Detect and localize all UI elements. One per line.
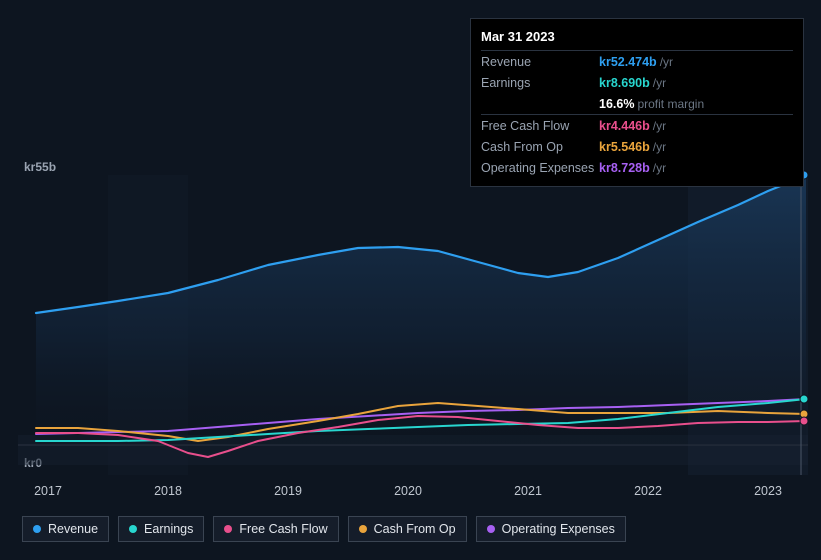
x-axis-label: 2021 xyxy=(514,484,542,498)
tooltip-row-suffix: /yr xyxy=(653,140,666,154)
legend-dot-icon xyxy=(224,525,232,533)
tooltip-row-suffix: /yr xyxy=(653,76,666,90)
x-axis-label: 2018 xyxy=(154,484,182,498)
tooltip-row: Revenuekr52.474b/yr xyxy=(481,51,793,72)
tooltip-row-value: kr4.446b xyxy=(599,119,650,133)
tooltip-row-suffix: /yr xyxy=(653,161,666,175)
chart-legend: Revenue Earnings Free Cash Flow Cash From O… xyxy=(22,516,626,542)
legend-item-earnings[interactable]: Earnings xyxy=(118,516,204,542)
legend-item-operating-expenses[interactable]: Operating Expenses xyxy=(476,516,626,542)
legend-label: Free Cash Flow xyxy=(239,522,327,536)
tooltip-row-label: Free Cash Flow xyxy=(481,119,599,133)
tooltip-row-value: kr8.728b xyxy=(599,161,650,175)
tooltip-row: Cash From Opkr5.546b/yr xyxy=(481,136,793,157)
tooltip-row-value: kr5.546b xyxy=(599,140,650,154)
legend-label: Operating Expenses xyxy=(502,522,615,536)
legend-dot-icon xyxy=(359,525,367,533)
chart-tooltip: Mar 31 2023 Revenuekr52.474b/yrEarningsk… xyxy=(470,18,804,187)
tooltip-row-label: Operating Expenses xyxy=(481,161,599,175)
x-axis-label: 2019 xyxy=(274,484,302,498)
end-marker xyxy=(800,395,808,403)
tooltip-row: Operating Expenseskr8.728b/yr xyxy=(481,157,793,178)
tooltip-row-suffix: /yr xyxy=(653,119,666,133)
tooltip-row: Free Cash Flowkr4.446b/yr xyxy=(481,114,793,136)
legend-item-revenue[interactable]: Revenue xyxy=(22,516,109,542)
tooltip-row-label: Earnings xyxy=(481,76,599,90)
end-marker xyxy=(800,417,808,425)
legend-label: Earnings xyxy=(144,522,193,536)
legend-dot-icon xyxy=(129,525,137,533)
legend-dot-icon xyxy=(33,525,41,533)
tooltip-row: Earningskr8.690b/yr xyxy=(481,72,793,93)
tooltip-row-value: kr8.690b xyxy=(599,76,650,90)
x-axis-label: 2017 xyxy=(34,484,62,498)
tooltip-row-suffix: /yr xyxy=(660,55,673,69)
tooltip-row-label: Revenue xyxy=(481,55,599,69)
tooltip-row-suffix: profit margin xyxy=(637,97,704,111)
tooltip-date: Mar 31 2023 xyxy=(481,25,793,51)
tooltip-row-label: Cash From Op xyxy=(481,140,599,154)
tooltip-row-value: kr52.474b xyxy=(599,55,657,69)
financials-chart[interactable] xyxy=(18,155,808,495)
x-axis-label: 2020 xyxy=(394,484,422,498)
x-axis-labels: 2017 2018 2019 2020 2021 2022 2023 xyxy=(18,484,808,504)
x-axis-label: 2023 xyxy=(754,484,782,498)
legend-dot-icon xyxy=(487,525,495,533)
legend-item-free-cash-flow[interactable]: Free Cash Flow xyxy=(213,516,338,542)
tooltip-row: 16.6%profit margin xyxy=(481,93,793,114)
legend-label: Revenue xyxy=(48,522,98,536)
tooltip-row-value: 16.6% xyxy=(599,97,634,111)
x-axis-label: 2022 xyxy=(634,484,662,498)
legend-label: Cash From Op xyxy=(374,522,456,536)
legend-item-cash-from-op[interactable]: Cash From Op xyxy=(348,516,467,542)
